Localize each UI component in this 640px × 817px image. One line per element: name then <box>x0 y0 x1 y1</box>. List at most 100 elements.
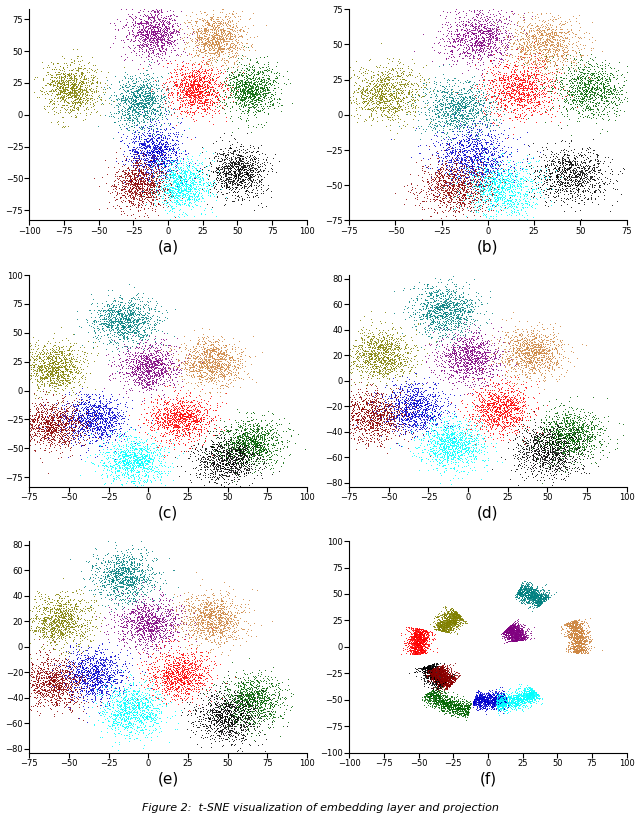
Point <box>500 627 511 641</box>
Point <box>449 94 459 107</box>
Point <box>73 344 83 357</box>
Point <box>567 421 577 434</box>
Point <box>24 622 35 635</box>
Point <box>407 623 417 636</box>
Point <box>438 191 449 204</box>
Point <box>141 195 152 208</box>
Point <box>163 145 173 158</box>
Point <box>222 38 232 51</box>
Point <box>81 388 91 401</box>
Point <box>148 6 159 19</box>
Point <box>70 414 81 427</box>
Point <box>572 47 582 60</box>
Point <box>104 324 115 337</box>
Point <box>190 708 200 721</box>
Point <box>164 434 174 447</box>
Point <box>128 17 138 30</box>
Point <box>127 614 138 627</box>
Point <box>506 5 516 18</box>
Point <box>394 415 404 428</box>
Point <box>43 431 53 444</box>
Point <box>377 342 387 355</box>
Point <box>412 625 422 638</box>
Point <box>493 67 504 80</box>
Point <box>104 650 115 663</box>
Point <box>64 417 74 430</box>
Point <box>518 88 529 101</box>
Point <box>528 691 538 704</box>
Point <box>426 696 436 709</box>
Point <box>86 604 97 617</box>
Point <box>200 337 211 350</box>
Point <box>424 422 434 435</box>
Point <box>519 591 529 604</box>
Point <box>195 604 205 617</box>
Point <box>231 85 241 98</box>
Point <box>454 179 464 192</box>
Point <box>497 192 508 205</box>
Point <box>455 195 465 208</box>
Point <box>52 403 62 416</box>
Point <box>514 584 524 597</box>
Point <box>530 455 540 468</box>
Point <box>463 170 473 183</box>
Point <box>134 155 144 168</box>
Point <box>525 22 535 35</box>
Point <box>191 358 201 371</box>
Point <box>412 631 422 644</box>
Point <box>122 341 132 354</box>
Point <box>131 297 141 310</box>
Point <box>463 351 473 364</box>
Point <box>218 83 228 96</box>
Point <box>116 49 126 62</box>
Point <box>416 638 426 651</box>
Point <box>124 105 134 118</box>
Point <box>486 408 496 422</box>
Point <box>126 172 136 185</box>
Point <box>274 688 284 701</box>
Point <box>257 690 267 703</box>
Point <box>407 409 417 422</box>
Point <box>253 147 264 160</box>
Point <box>431 667 441 681</box>
Point <box>110 672 120 685</box>
Point <box>511 60 521 73</box>
Point <box>156 39 166 52</box>
Point <box>100 423 110 436</box>
Point <box>545 181 556 194</box>
Point <box>531 346 541 359</box>
Point <box>189 657 199 670</box>
Point <box>154 351 164 364</box>
Point <box>64 667 74 681</box>
Point <box>426 677 436 690</box>
Point <box>498 699 508 712</box>
Point <box>236 718 246 731</box>
Point <box>577 627 587 641</box>
Point <box>538 323 548 336</box>
Point <box>431 664 441 677</box>
Point <box>426 676 436 690</box>
Point <box>457 169 467 182</box>
Point <box>486 690 496 703</box>
Point <box>430 368 440 381</box>
Point <box>202 675 212 688</box>
Point <box>107 319 117 332</box>
Point <box>440 699 450 712</box>
Point <box>500 398 511 411</box>
Point <box>412 630 422 643</box>
Point <box>573 634 584 647</box>
Point <box>93 675 104 688</box>
Point <box>47 413 58 426</box>
Point <box>128 103 138 116</box>
Point <box>108 315 118 328</box>
Point <box>237 89 248 102</box>
Point <box>436 672 446 685</box>
Point <box>148 682 159 695</box>
Point <box>440 674 450 687</box>
Point <box>113 315 123 328</box>
Point <box>68 431 78 444</box>
Point <box>485 221 495 234</box>
Point <box>41 617 51 630</box>
Point <box>474 58 484 71</box>
Point <box>578 643 588 656</box>
